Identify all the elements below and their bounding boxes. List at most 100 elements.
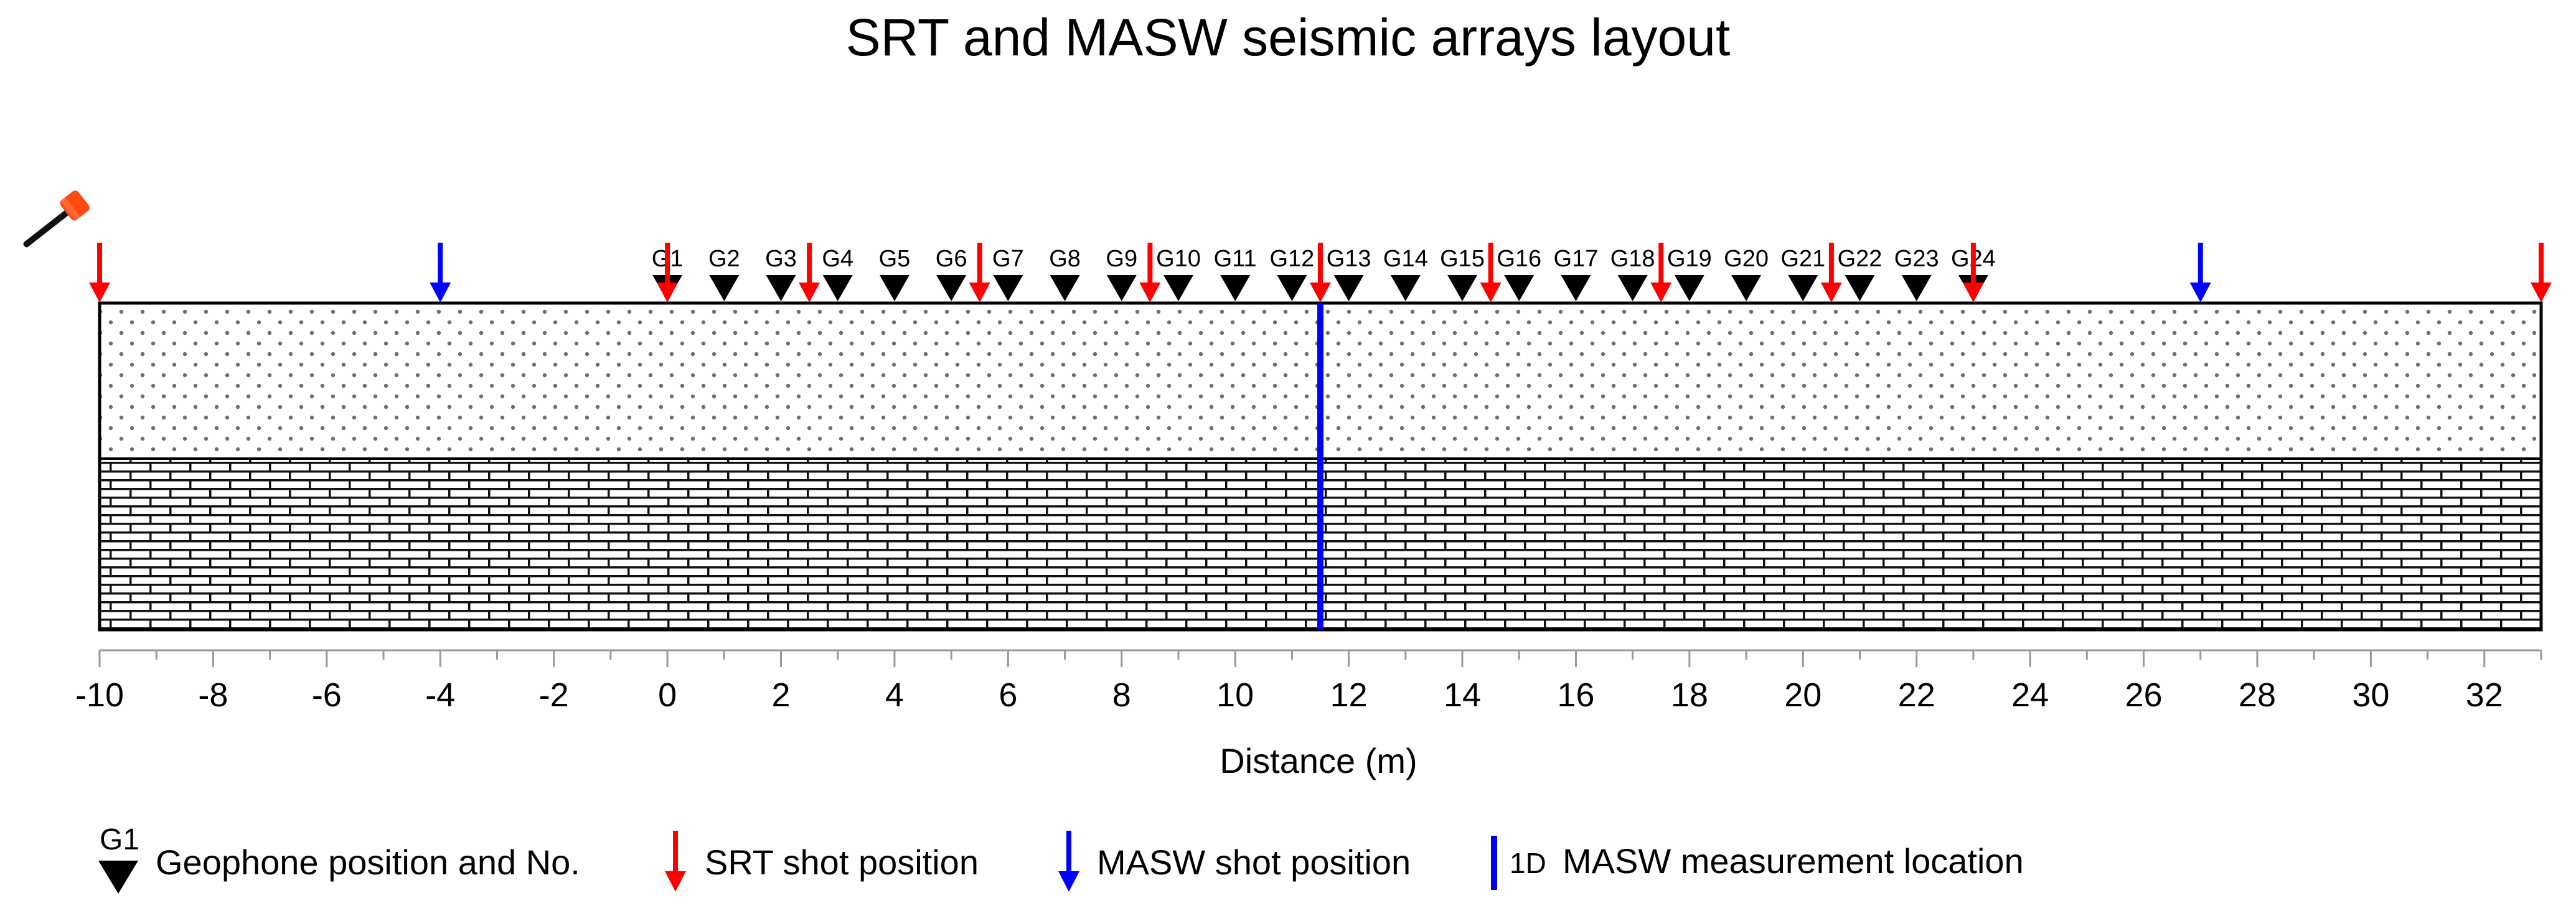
geophone-label: G4 xyxy=(822,246,853,272)
geophone: G7 xyxy=(992,246,1024,301)
legend-srt-arrow-icon xyxy=(665,831,686,892)
srt-shot-arrow-head xyxy=(1480,283,1502,302)
geophone: G9 xyxy=(1106,246,1137,301)
axis-tick-label: 20 xyxy=(1784,676,1822,714)
geophone: G17 xyxy=(1554,246,1599,301)
srt-shot-arrow xyxy=(1650,243,1672,302)
geophones: G1G2G3G4G5G6G7G8G9G10G11G12G13G14G15G16G… xyxy=(652,246,1996,301)
geophone: G5 xyxy=(879,246,911,301)
masw-shots xyxy=(430,243,2211,302)
geophone-marker xyxy=(993,275,1023,301)
geophone-label: G8 xyxy=(1049,246,1081,272)
axis-tick-label: 2 xyxy=(771,676,790,714)
axis-tick-label: 24 xyxy=(2011,676,2049,714)
axis-tick-label: 26 xyxy=(2125,676,2162,714)
geophone-label: G17 xyxy=(1554,246,1599,272)
geophone: G13 xyxy=(1327,246,1371,301)
srt-shot-arrow xyxy=(89,243,110,302)
srt-shot-arrow-head xyxy=(1962,283,1984,302)
geophone-marker xyxy=(1617,275,1648,301)
geophone-label: G12 xyxy=(1269,246,1314,272)
axis-tick-label: 28 xyxy=(2239,676,2276,714)
srt-shot-arrow xyxy=(1480,243,1502,302)
legend-geophone-label: Geophone position and No. xyxy=(156,843,580,882)
srt-shot-arrow xyxy=(969,243,990,302)
geophone-label: G11 xyxy=(1214,246,1257,272)
axis-tick-label: 12 xyxy=(1330,676,1368,714)
legend-masw-item: MASW shot position xyxy=(1058,831,1411,892)
geophone-marker xyxy=(1390,275,1421,301)
legend-srt-item: SRT shot position xyxy=(665,831,979,892)
geophone-marker xyxy=(1788,275,1818,301)
srt-shot-arrow-head xyxy=(89,283,110,302)
axis-tick-labels: -10 -8 -6 -4 -2 0 2 4 6 8 10 12 14 16 18 20 22 24 26 28 30 32 xyxy=(75,676,2503,714)
geophone-label: G13 xyxy=(1327,246,1371,272)
geophone-marker xyxy=(1163,275,1193,301)
geophone-label: G9 xyxy=(1106,246,1137,272)
srt-shot-arrow-head xyxy=(2531,283,2552,302)
axis-tick-label: 30 xyxy=(2352,676,2389,714)
srt-shots xyxy=(89,243,2552,302)
geophone-marker xyxy=(1731,275,1762,301)
legend-masw-label: MASW shot position xyxy=(1097,843,1411,882)
geophone: G2 xyxy=(708,246,740,301)
axis-tick-label: 8 xyxy=(1112,676,1131,714)
legend: G1 Geophone position and No. SRT shot po… xyxy=(98,823,2024,894)
axis-tick-label: 0 xyxy=(658,676,677,714)
geophone-label: G3 xyxy=(765,246,797,272)
axis-ticks xyxy=(98,650,2542,667)
geophone: G6 xyxy=(936,246,967,301)
geophone-marker xyxy=(822,275,853,301)
geophone-marker xyxy=(936,275,967,301)
geophone-label: G22 xyxy=(1838,246,1883,272)
geophone: G12 xyxy=(1269,246,1314,301)
geophone-label: G7 xyxy=(992,246,1024,272)
geophone: G16 xyxy=(1497,246,1541,301)
srt-shot-arrow xyxy=(2531,243,2552,302)
srt-shot-arrow-head xyxy=(969,283,990,302)
masw-shot-arrow xyxy=(430,243,451,302)
x-axis-label: Distance (m) xyxy=(1220,741,1417,780)
geophone-label: G21 xyxy=(1780,246,1825,272)
srt-shot-arrow xyxy=(1139,243,1161,302)
legend-masw-1d-label: MASW measurement location xyxy=(1563,841,2024,881)
srt-shot-arrow-head xyxy=(1650,283,1672,302)
geophone-label: G5 xyxy=(879,246,911,272)
legend-srt-label: SRT shot position xyxy=(705,843,979,882)
axis-tick-label: -10 xyxy=(75,676,124,714)
legend-masw-1d-prefix: 1D xyxy=(1510,847,1546,879)
axis-tick-label: -4 xyxy=(425,676,455,714)
srt-shot-arrow-head xyxy=(1310,283,1331,302)
hammer-icon xyxy=(23,190,90,248)
axis-tick-label: 10 xyxy=(1216,676,1254,714)
axis-tick-label: -8 xyxy=(198,676,228,714)
geophone-marker xyxy=(766,275,796,301)
masw-shot-arrow-head xyxy=(430,283,451,302)
geophone: G21 xyxy=(1780,246,1825,301)
axis-tick-label: 18 xyxy=(1671,676,1708,714)
axis-tick-label: 16 xyxy=(1557,676,1594,714)
masw-shot-arrow-head xyxy=(2189,283,2211,302)
geophone-marker xyxy=(1050,275,1080,301)
geophone-marker xyxy=(1901,275,1932,301)
axis-tick-label: 6 xyxy=(999,676,1017,714)
legend-geophone-symbol xyxy=(98,861,138,894)
axis-tick-label: 32 xyxy=(2466,676,2503,714)
geophone: G11 xyxy=(1214,246,1257,301)
geophone-label: G10 xyxy=(1156,246,1201,272)
srt-shot-arrow-head xyxy=(657,283,679,302)
geophone: G15 xyxy=(1440,246,1485,301)
geophone-label: G14 xyxy=(1383,246,1428,272)
srt-shot-arrow xyxy=(657,243,679,302)
srt-shot-arrow-head xyxy=(799,283,820,302)
geophone: G10 xyxy=(1156,246,1201,301)
geophone-marker xyxy=(1504,275,1535,301)
masw-shot-arrow xyxy=(2189,243,2211,302)
axis-tick-label: -6 xyxy=(312,676,342,714)
geophone-label: G2 xyxy=(708,246,740,272)
srt-shot-arrow xyxy=(1310,243,1331,302)
geophone-marker xyxy=(1333,275,1364,301)
geophone-marker xyxy=(1674,275,1704,301)
legend-masw-1d-item: 1D MASW measurement location xyxy=(1491,836,2024,890)
